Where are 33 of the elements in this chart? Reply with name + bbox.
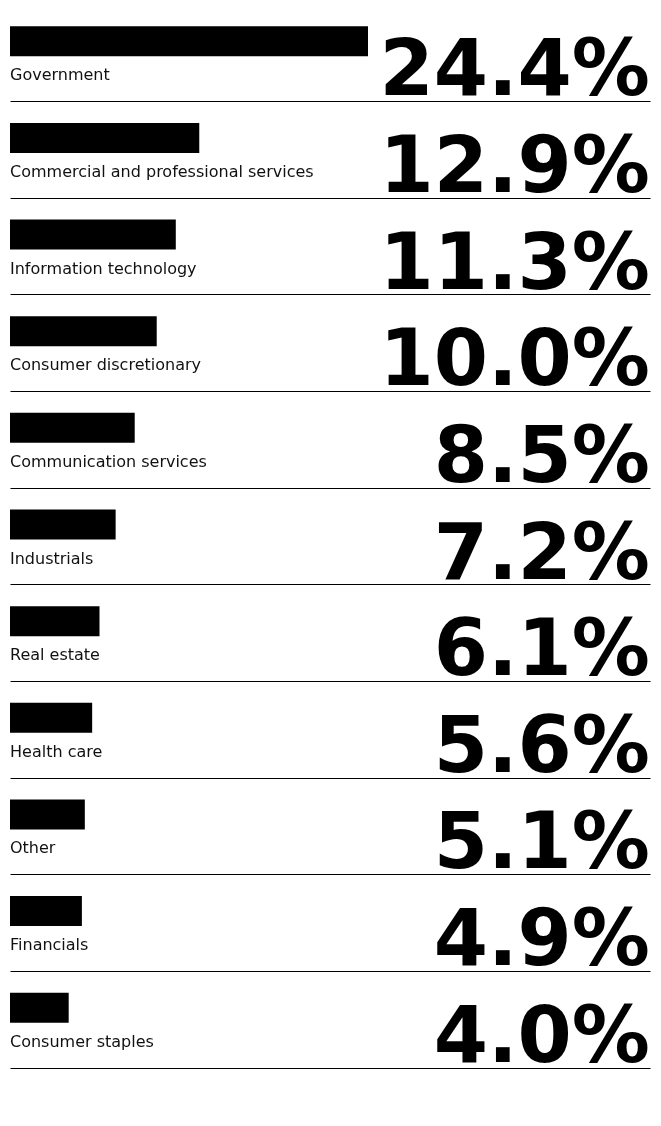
y-tick-label: Information technology: [10, 258, 197, 278]
bar: [10, 509, 116, 540]
data-label: 12.9%: [379, 119, 650, 210]
y-tick-label: Industrials: [10, 548, 94, 568]
y-tick-label: Consumer staples: [10, 1031, 154, 1051]
bar: [10, 412, 135, 443]
bar: [10, 702, 93, 733]
bar: [10, 26, 368, 57]
data-label: 5.6%: [433, 699, 650, 790]
data-label: 4.9%: [433, 893, 650, 984]
y-tick-label: Real estate: [10, 645, 100, 665]
data-label: 5.1%: [433, 796, 650, 887]
data-label: 24.4%: [379, 23, 650, 114]
data-label: 8.5%: [433, 409, 650, 500]
data-label: 4.0%: [433, 989, 650, 1080]
y-tick-label: Commercial and professional services: [10, 161, 314, 181]
y-tick-label: Other: [10, 838, 56, 858]
data-label: 10.0%: [379, 313, 650, 404]
y-tick-label: Communication services: [10, 451, 207, 471]
bar: [10, 896, 82, 927]
data-label: 6.1%: [433, 603, 650, 694]
y-tick-label: Government: [10, 65, 110, 85]
bar: [10, 316, 157, 347]
bar: [10, 122, 200, 153]
bar: [10, 992, 69, 1023]
y-tick-label: Financials: [10, 935, 89, 955]
y-tick-label: Consumer discretionary: [10, 355, 201, 375]
bar: [10, 606, 100, 637]
bar: [10, 219, 176, 250]
bar: [10, 799, 85, 830]
y-tick-label: Health care: [10, 741, 103, 761]
data-label: 7.2%: [433, 506, 650, 597]
data-label: 11.3%: [379, 216, 650, 307]
